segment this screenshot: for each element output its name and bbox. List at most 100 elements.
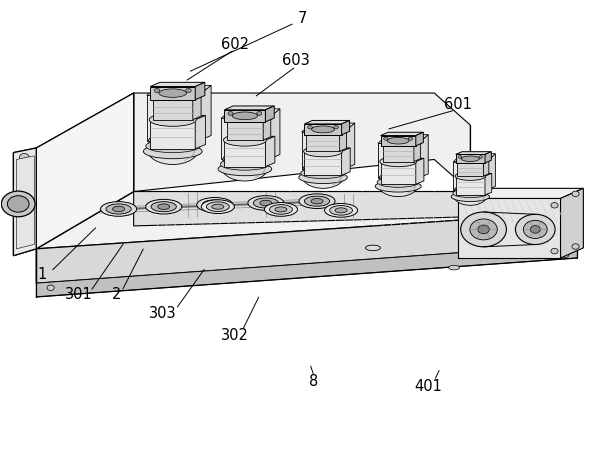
Ellipse shape bbox=[223, 152, 267, 166]
Ellipse shape bbox=[387, 137, 409, 144]
Ellipse shape bbox=[311, 198, 323, 204]
Ellipse shape bbox=[253, 198, 278, 208]
Polygon shape bbox=[36, 93, 133, 249]
Polygon shape bbox=[301, 132, 344, 169]
Polygon shape bbox=[416, 158, 424, 184]
Ellipse shape bbox=[159, 89, 187, 97]
Polygon shape bbox=[382, 143, 420, 146]
Ellipse shape bbox=[218, 162, 272, 176]
Ellipse shape bbox=[149, 113, 196, 126]
Polygon shape bbox=[454, 154, 495, 162]
Text: 303: 303 bbox=[149, 307, 176, 321]
Ellipse shape bbox=[453, 189, 488, 198]
Ellipse shape bbox=[155, 135, 191, 147]
Ellipse shape bbox=[451, 192, 489, 201]
Polygon shape bbox=[226, 122, 263, 140]
Ellipse shape bbox=[106, 204, 131, 214]
Circle shape bbox=[572, 191, 579, 196]
Polygon shape bbox=[306, 132, 347, 135]
Polygon shape bbox=[226, 118, 271, 122]
Polygon shape bbox=[36, 244, 577, 297]
Ellipse shape bbox=[458, 186, 482, 194]
Polygon shape bbox=[458, 198, 561, 258]
Polygon shape bbox=[382, 146, 414, 161]
Text: 1: 1 bbox=[37, 266, 47, 282]
Polygon shape bbox=[485, 173, 492, 195]
Ellipse shape bbox=[275, 207, 287, 212]
Text: 602: 602 bbox=[220, 36, 249, 52]
Ellipse shape bbox=[223, 134, 266, 146]
Polygon shape bbox=[381, 158, 424, 161]
Ellipse shape bbox=[147, 133, 199, 165]
Polygon shape bbox=[487, 154, 495, 190]
Circle shape bbox=[308, 125, 312, 129]
Ellipse shape bbox=[461, 156, 480, 161]
Circle shape bbox=[470, 219, 497, 240]
Ellipse shape bbox=[380, 156, 417, 167]
Polygon shape bbox=[342, 120, 350, 135]
Ellipse shape bbox=[207, 202, 230, 212]
Ellipse shape bbox=[299, 171, 347, 183]
Polygon shape bbox=[195, 83, 205, 100]
Polygon shape bbox=[153, 100, 193, 120]
Polygon shape bbox=[381, 132, 423, 136]
Ellipse shape bbox=[301, 162, 344, 189]
Polygon shape bbox=[150, 87, 195, 100]
Ellipse shape bbox=[149, 133, 197, 149]
Ellipse shape bbox=[220, 158, 269, 170]
Polygon shape bbox=[224, 136, 275, 140]
Circle shape bbox=[551, 248, 558, 254]
Polygon shape bbox=[455, 176, 485, 195]
Circle shape bbox=[408, 137, 413, 140]
Polygon shape bbox=[414, 143, 420, 161]
Polygon shape bbox=[381, 161, 416, 184]
Polygon shape bbox=[193, 96, 201, 120]
Ellipse shape bbox=[464, 188, 477, 192]
Polygon shape bbox=[304, 124, 342, 135]
Polygon shape bbox=[561, 189, 583, 258]
Ellipse shape bbox=[304, 146, 342, 157]
Text: 301: 301 bbox=[65, 287, 92, 302]
Polygon shape bbox=[36, 93, 133, 249]
Ellipse shape bbox=[375, 181, 421, 192]
Ellipse shape bbox=[202, 200, 228, 210]
Circle shape bbox=[228, 112, 233, 115]
Polygon shape bbox=[147, 95, 199, 141]
Ellipse shape bbox=[197, 197, 233, 212]
Text: 401: 401 bbox=[414, 379, 442, 394]
Polygon shape bbox=[224, 106, 274, 110]
Circle shape bbox=[185, 89, 191, 93]
Circle shape bbox=[572, 244, 579, 249]
Polygon shape bbox=[378, 143, 419, 178]
Ellipse shape bbox=[162, 137, 183, 144]
Circle shape bbox=[530, 225, 540, 233]
Circle shape bbox=[478, 225, 489, 234]
Ellipse shape bbox=[315, 165, 332, 172]
Text: 8: 8 bbox=[309, 374, 319, 389]
Ellipse shape bbox=[228, 154, 262, 165]
Ellipse shape bbox=[260, 200, 272, 206]
Ellipse shape bbox=[449, 266, 460, 270]
Ellipse shape bbox=[101, 201, 137, 216]
Polygon shape bbox=[133, 192, 471, 226]
Polygon shape bbox=[304, 148, 350, 151]
Circle shape bbox=[7, 195, 29, 212]
Polygon shape bbox=[150, 116, 205, 120]
Ellipse shape bbox=[146, 140, 200, 153]
Ellipse shape bbox=[248, 195, 284, 210]
Ellipse shape bbox=[304, 196, 330, 206]
Polygon shape bbox=[455, 173, 492, 176]
Circle shape bbox=[19, 236, 29, 243]
Ellipse shape bbox=[454, 185, 487, 205]
Polygon shape bbox=[224, 140, 265, 166]
Polygon shape bbox=[36, 212, 577, 283]
Polygon shape bbox=[483, 160, 489, 176]
Ellipse shape bbox=[324, 203, 358, 217]
Circle shape bbox=[458, 156, 462, 159]
Circle shape bbox=[384, 137, 388, 140]
Polygon shape bbox=[344, 123, 355, 169]
Ellipse shape bbox=[455, 172, 486, 180]
Ellipse shape bbox=[312, 126, 335, 133]
Circle shape bbox=[562, 252, 569, 258]
Circle shape bbox=[257, 112, 262, 115]
